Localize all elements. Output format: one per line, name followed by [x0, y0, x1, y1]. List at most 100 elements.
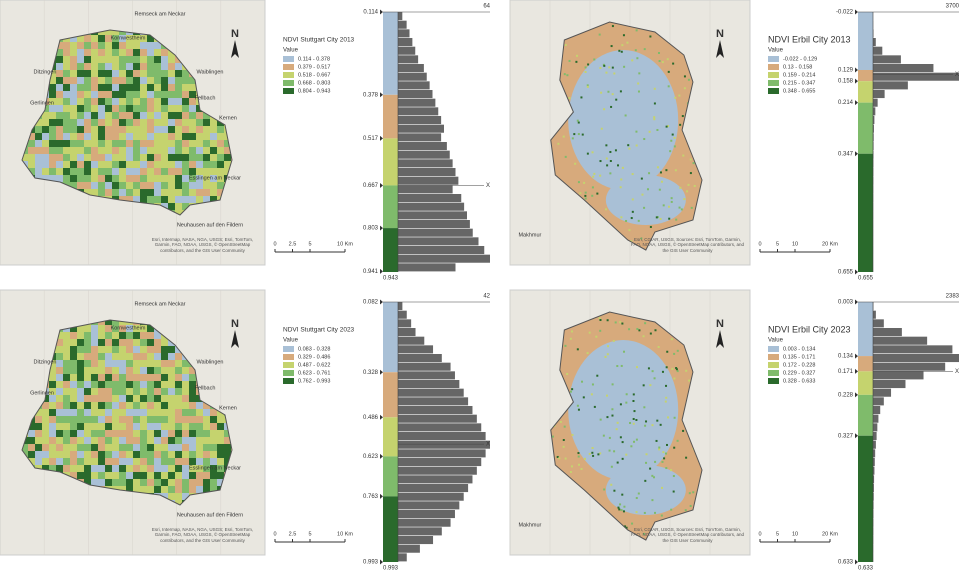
raster-cell — [660, 180, 663, 183]
raster-cell — [105, 30, 112, 35]
raster-cell — [644, 479, 647, 482]
raster-cell — [217, 154, 224, 161]
break-label: 0.633 — [838, 560, 854, 566]
raster-cell — [49, 140, 56, 147]
raster-cell — [28, 458, 35, 465]
raster-cell — [70, 374, 77, 381]
histogram-bar — [873, 310, 876, 319]
attribution: Esri, CGIAR, USGS, Sources: Esri, TomTom… — [630, 527, 745, 543]
raster-cell — [577, 452, 580, 455]
raster-cell — [619, 186, 622, 189]
raster-cell — [91, 325, 98, 332]
raster-cell — [126, 49, 133, 56]
raster-cell — [175, 437, 182, 444]
raster-cell — [140, 70, 147, 77]
raster-cell — [119, 189, 126, 196]
raster-cell — [635, 497, 638, 500]
legend-label: 0.172 - 0.228 — [783, 362, 815, 368]
raster-cell — [105, 353, 112, 360]
raster-cell — [189, 168, 196, 175]
raster-cell — [224, 161, 231, 168]
ndvi-raster — [550, 312, 702, 540]
raster-cell — [140, 98, 147, 105]
raster-cell — [133, 479, 140, 486]
raster-cell — [653, 377, 656, 380]
raster-cell — [196, 147, 203, 154]
raster-cell — [91, 140, 98, 147]
raster-cell — [161, 147, 168, 154]
raster-cell — [161, 140, 168, 147]
raster-cell — [161, 458, 168, 465]
raster-cell — [112, 42, 119, 49]
raster-cell — [105, 147, 112, 154]
raster-cell — [63, 444, 70, 451]
raster-cell — [631, 210, 634, 213]
raster-cell — [140, 56, 147, 63]
raster-cell — [224, 458, 231, 465]
raster-cell — [35, 140, 42, 147]
raster-cell — [591, 151, 594, 154]
class-band — [383, 185, 398, 229]
raster-cell — [217, 133, 224, 140]
raster-cell — [672, 475, 675, 478]
raster-cell — [140, 189, 147, 196]
raster-cell — [175, 430, 182, 437]
raster-cell — [168, 182, 175, 189]
raster-cell — [133, 437, 140, 444]
raster-cell — [35, 444, 42, 451]
legend-swatch — [283, 354, 294, 360]
raster-cell — [91, 182, 98, 189]
histogram-bar — [398, 38, 413, 47]
histogram-bar — [873, 107, 876, 116]
raster-cell — [28, 147, 35, 154]
raster-cell — [28, 451, 35, 458]
raster-cell — [616, 421, 619, 424]
raster-cell — [175, 374, 182, 381]
raster-cell — [161, 84, 168, 91]
raster-cell — [196, 486, 203, 493]
raster-cell — [112, 409, 119, 416]
raster-cell — [133, 119, 140, 126]
raster-cell — [175, 479, 182, 486]
break-label: 0.347 — [838, 151, 854, 157]
raster-cell — [168, 56, 175, 63]
raster-cell — [182, 493, 189, 500]
raster-cell — [607, 90, 610, 93]
raster-cell — [673, 145, 676, 148]
raster-cell — [70, 112, 77, 119]
raster-cell — [133, 430, 140, 437]
raster-cell — [168, 402, 175, 409]
raster-cell — [112, 479, 119, 486]
raster-cell — [35, 409, 42, 416]
raster-cell — [126, 437, 133, 444]
raster-cell — [49, 70, 56, 77]
raster-cell — [182, 395, 189, 402]
raster-cell — [133, 126, 140, 133]
histogram-bar — [398, 354, 442, 363]
legend-swatch — [768, 64, 779, 70]
raster-cell — [70, 325, 77, 332]
raster-cell — [591, 447, 594, 450]
raster-cell — [126, 381, 133, 388]
raster-cell — [653, 118, 656, 121]
raster-cell — [98, 175, 105, 182]
raster-cell — [147, 339, 154, 346]
raster-cell — [140, 325, 147, 332]
raster-cell — [189, 161, 196, 168]
raster-cell — [182, 479, 189, 486]
raster-cell — [42, 402, 49, 409]
raster-cell — [91, 339, 98, 346]
raster-cell — [175, 98, 182, 105]
raster-cell — [105, 360, 112, 367]
raster-cell — [147, 175, 154, 182]
raster-cell — [84, 154, 91, 161]
raster-cell — [91, 42, 98, 49]
raster-cell — [126, 339, 133, 346]
raster-cell — [628, 328, 631, 331]
place-label: Neuhausen auf den Fildern — [177, 512, 243, 518]
raster-cell — [622, 34, 625, 37]
raster-cell — [605, 394, 608, 397]
raster-cell — [637, 492, 640, 495]
raster-cell — [112, 77, 119, 84]
raster-cell — [98, 444, 105, 451]
